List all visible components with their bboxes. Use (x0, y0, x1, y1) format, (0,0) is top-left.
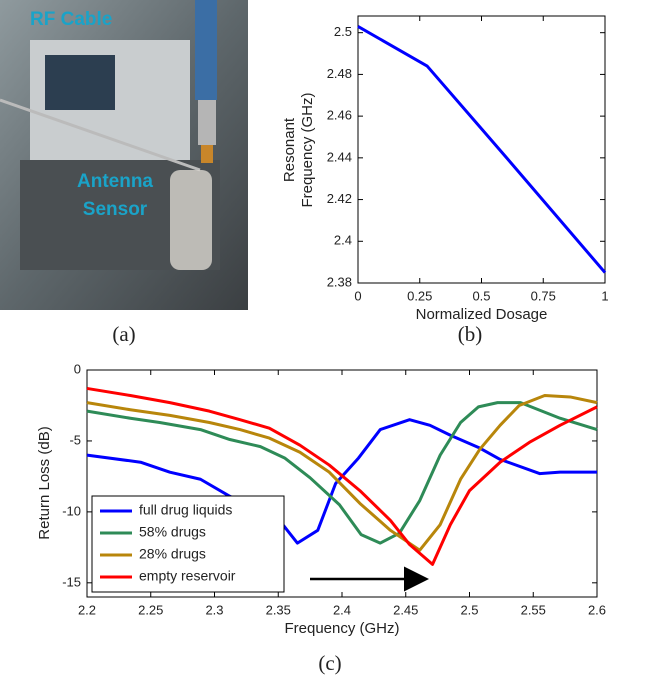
y-tick-label: 2.48 (327, 66, 352, 81)
data-line (86, 401, 598, 545)
x-tick-label: 2.2 (78, 602, 96, 617)
x-tick-label: 1 (601, 288, 608, 303)
y-tick-label: 2.46 (327, 108, 352, 123)
y-tick-label: 2.38 (327, 274, 352, 289)
data-line (86, 386, 598, 566)
legend-label: 58% drugs (139, 524, 206, 540)
legend-label: 28% drugs (139, 546, 206, 562)
y-tick-label: 2.44 (327, 149, 352, 164)
x-tick-label: 2.6 (588, 602, 606, 617)
photo-label: RF Cable (30, 9, 112, 30)
antenna-sensor (170, 170, 212, 270)
y-tick-label: 2.42 (327, 191, 352, 206)
y-tick-label: -15 (62, 574, 81, 589)
x-tick-label: 2.45 (393, 602, 418, 617)
x-tick-label: 2.55 (521, 602, 546, 617)
x-tick-label: 0.75 (531, 288, 556, 303)
y-tick-label: 0 (74, 361, 81, 376)
y-tick-label: 2.4 (334, 233, 352, 248)
x-axis-label: Frequency (GHz) (284, 620, 399, 637)
photo-label: Antenna (77, 171, 153, 192)
needle (0, 98, 201, 172)
instrument-screen (45, 55, 115, 110)
connector-tip (201, 145, 213, 163)
data-line (86, 418, 597, 545)
y-axis-label: Frequency (GHz) (299, 92, 316, 207)
y-axis-label: Resonant (281, 117, 298, 182)
x-tick-label: 2.25 (138, 602, 163, 617)
y-tick-label: 2.5 (334, 24, 352, 39)
x-tick-label: 0.25 (407, 288, 432, 303)
legend-label: full drug liquids (139, 502, 232, 518)
plot-area (357, 15, 606, 284)
photo: RF Cable Antenna Sensor (0, 0, 248, 310)
caption: (a) (112, 322, 135, 346)
data-line (86, 394, 598, 552)
y-tick-label: -5 (69, 432, 81, 447)
connector (198, 100, 216, 145)
legend-label: empty reservoir (139, 568, 236, 584)
x-axis-label: Normalized Dosage (416, 306, 548, 323)
y-axis-label: Return Loss (dB) (36, 426, 53, 539)
x-tick-label: 2.35 (266, 602, 291, 617)
y-tick-label: -10 (62, 503, 81, 518)
x-tick-label: 2.3 (205, 602, 223, 617)
caption: (c) (318, 651, 341, 675)
x-tick-label: 0.5 (472, 288, 490, 303)
data-line (357, 25, 607, 274)
cable (195, 0, 217, 100)
x-tick-label: 2.4 (333, 602, 351, 617)
x-tick-label: 0 (354, 288, 361, 303)
photo-label: Sensor (83, 199, 148, 220)
x-tick-label: 2.5 (460, 602, 478, 617)
caption: (b) (458, 322, 483, 346)
